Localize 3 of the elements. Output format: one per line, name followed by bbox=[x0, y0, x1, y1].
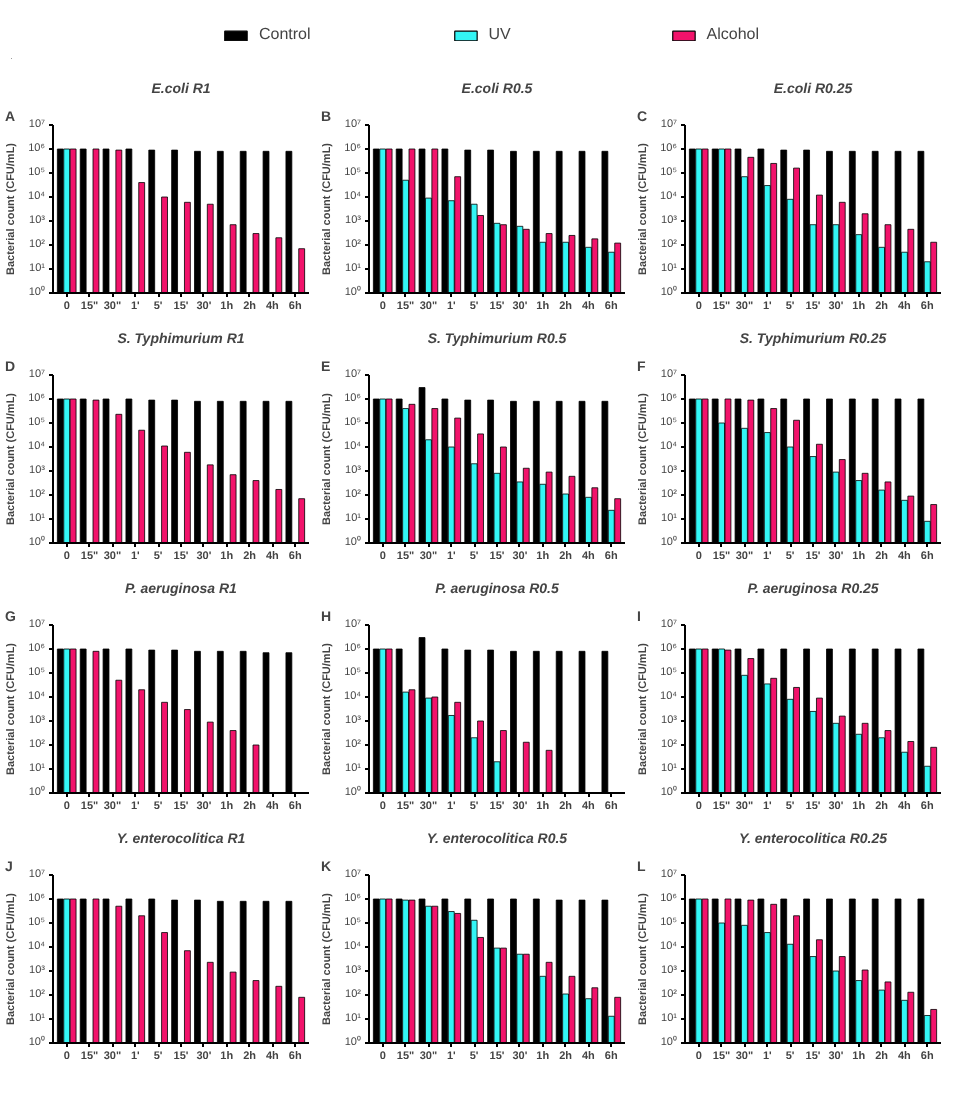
legend-label: Control bbox=[258, 25, 311, 43]
legend-label: Alcohol bbox=[706, 25, 760, 43]
legend-label: UV bbox=[488, 25, 513, 43]
